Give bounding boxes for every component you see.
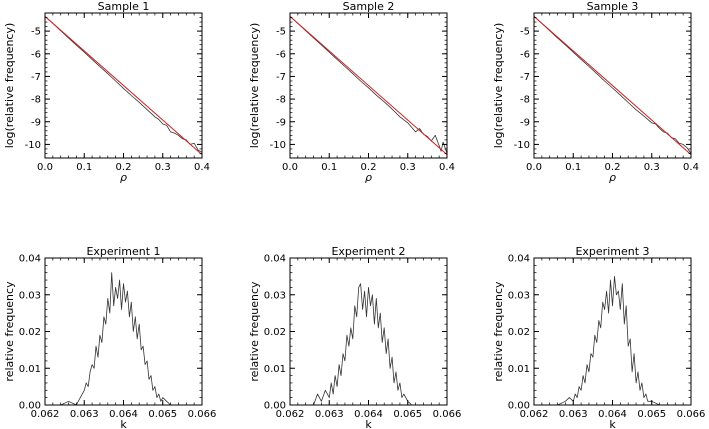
series-line — [533, 16, 692, 154]
y-tick-label: -5 — [520, 27, 530, 38]
x-tick-label: 0.1 — [321, 162, 337, 173]
y-axis-label: log(relative frequency) — [492, 23, 505, 149]
series-line — [289, 16, 448, 154]
chart-title: Experiment 1 — [86, 245, 160, 258]
chart-title: Sample 3 — [587, 0, 639, 13]
x-tick-label: 0.2 — [605, 162, 621, 173]
y-tick-label: -7 — [31, 72, 41, 83]
x-axis-label: ρ — [609, 171, 616, 184]
y-axis-label: log(relative frequency) — [3, 23, 16, 149]
series-line — [289, 16, 448, 155]
y-tick-label: 0.02 — [264, 327, 286, 338]
series-line — [313, 283, 416, 406]
y-tick-label: 0.01 — [19, 364, 41, 375]
y-tick-label: 0.01 — [264, 364, 286, 375]
plot-frame — [44, 257, 203, 406]
y-tick-label: -9 — [31, 117, 41, 128]
x-tick-label: 0.062 — [276, 409, 305, 420]
y-tick-label: -9 — [520, 117, 530, 128]
y-tick-label: -5 — [31, 27, 41, 38]
x-axis-label: k — [120, 418, 127, 429]
x-tick-label: 0.065 — [637, 409, 666, 420]
x-tick-label: 0.2 — [361, 162, 377, 173]
x-tick-label: 0.4 — [194, 162, 210, 173]
chart-panel: Experiment 2 0.062 0.063 0.064 0.065 0.066 0.0… — [248, 245, 461, 429]
chart-panel: Sample 2 0.0 0.1 0.2 0.3 0.4 -5 -6 -7 -8 -9 -10 ρ log… — [248, 0, 455, 184]
y-tick-label: -8 — [31, 95, 41, 106]
x-tick-label: 0.3 — [155, 162, 171, 173]
y-tick-label: -6 — [276, 49, 286, 60]
chart-panel: Experiment 1 0.062 0.063 0.064 0.065 0.066 0.0… — [3, 245, 216, 429]
plot-frame — [289, 257, 448, 406]
x-tick-label: 0.063 — [559, 409, 588, 420]
y-tick-label: -6 — [520, 49, 530, 60]
chart-panel: Sample 1 0.0 0.1 0.2 0.3 0.4 -5 -6 -7 -8 -9 -10 ρ log… — [3, 0, 210, 184]
y-tick-label: -10 — [514, 140, 530, 151]
y-tick-label: -6 — [31, 49, 41, 60]
y-tick-label: -10 — [25, 140, 41, 151]
y-axis-label: relative frequency — [3, 281, 16, 382]
y-tick-label: 0.02 — [508, 327, 530, 338]
plot-frame — [533, 257, 692, 406]
y-tick-label: -9 — [276, 117, 286, 128]
y-tick-label: 0.03 — [19, 290, 41, 301]
y-tick-label: 0.00 — [19, 401, 41, 412]
series-line — [60, 272, 179, 406]
x-tick-label: 0.3 — [400, 162, 416, 173]
y-tick-label: -8 — [276, 95, 286, 106]
x-tick-label: 0.0 — [37, 162, 53, 173]
x-tick-label: 0.4 — [683, 162, 699, 173]
y-tick-label: 0.03 — [508, 290, 530, 301]
x-tick-label: 0.065 — [393, 409, 422, 420]
x-axis-label: k — [365, 418, 372, 429]
x-tick-label: 0.4 — [439, 162, 455, 173]
y-tick-label: 0.00 — [508, 401, 530, 412]
x-tick-label: 0.064 — [354, 409, 383, 420]
y-tick-label: 0.04 — [19, 254, 41, 265]
x-tick-label: 0.1 — [565, 162, 581, 173]
x-tick-label: 0.064 — [598, 409, 627, 420]
x-tick-label: 0.062 — [31, 409, 60, 420]
x-tick-label: 0.2 — [116, 162, 132, 173]
x-tick-label: 0.3 — [644, 162, 660, 173]
chart-title: Experiment 3 — [575, 245, 649, 258]
x-tick-label: 0.1 — [76, 162, 92, 173]
series-line — [44, 16, 203, 155]
x-tick-label: 0.064 — [109, 409, 138, 420]
y-tick-label: 0.04 — [264, 254, 286, 265]
y-tick-label: -7 — [520, 72, 530, 83]
x-tick-label: 0.066 — [433, 409, 462, 420]
y-tick-label: 0.02 — [19, 327, 41, 338]
y-tick-label: 0.04 — [508, 254, 530, 265]
x-tick-label: 0.0 — [526, 162, 542, 173]
x-axis-label: ρ — [120, 171, 127, 184]
chart-title: Experiment 2 — [331, 245, 405, 258]
chart-panel: Sample 3 0.0 0.1 0.2 0.3 0.4 -5 -6 -7 -8 -9 -10 ρ log… — [492, 0, 699, 184]
y-tick-label: -8 — [520, 95, 530, 106]
x-tick-label: 0.066 — [188, 409, 217, 420]
x-tick-label: 0.062 — [520, 409, 549, 420]
y-tick-label: -5 — [276, 27, 286, 38]
y-axis-label: relative frequency — [248, 281, 261, 382]
x-axis-label: ρ — [365, 171, 372, 184]
y-tick-label: 0.00 — [264, 401, 286, 412]
x-tick-label: 0.0 — [282, 162, 298, 173]
chart-title: Sample 2 — [343, 0, 395, 13]
y-tick-label: -7 — [276, 72, 286, 83]
chart-panel: Experiment 3 0.062 0.063 0.064 0.065 0.066 0.0… — [492, 245, 705, 429]
chart-title: Sample 1 — [98, 0, 150, 13]
x-tick-label: 0.065 — [148, 409, 177, 420]
x-tick-label: 0.063 — [70, 409, 99, 420]
y-tick-label: 0.01 — [508, 364, 530, 375]
x-tick-label: 0.066 — [677, 409, 706, 420]
y-tick-label: -10 — [270, 140, 286, 151]
series-line — [533, 16, 692, 155]
y-axis-label: log(relative frequency) — [248, 23, 261, 149]
x-tick-label: 0.063 — [315, 409, 344, 420]
x-axis-label: k — [609, 418, 616, 429]
y-tick-label: 0.03 — [264, 290, 286, 301]
y-axis-label: relative frequency — [492, 281, 505, 382]
series-line — [557, 275, 660, 406]
